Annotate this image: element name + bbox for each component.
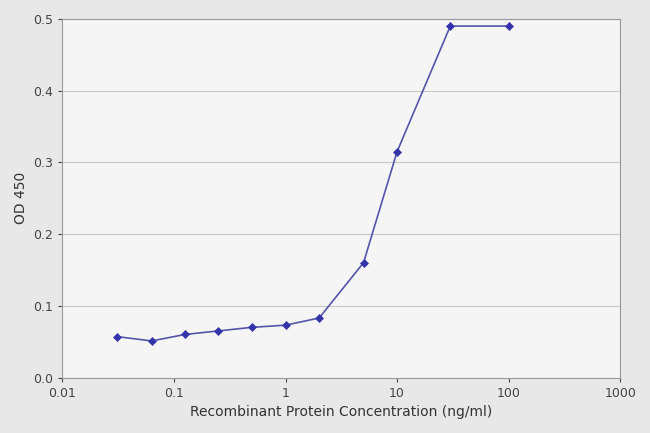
X-axis label: Recombinant Protein Concentration (ng/ml): Recombinant Protein Concentration (ng/ml… [190, 405, 493, 419]
Y-axis label: OD 450: OD 450 [14, 172, 28, 224]
